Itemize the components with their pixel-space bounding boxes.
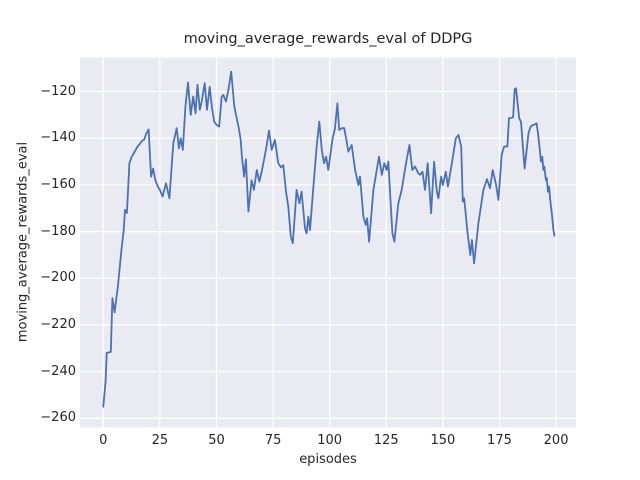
x-tick-label: 175	[487, 433, 512, 448]
y-tick-label: −120	[40, 83, 76, 99]
x-tick-label: 100	[317, 433, 343, 448]
x-axis-label: episodes	[299, 452, 357, 467]
reward-line	[102, 70, 556, 408]
y-tick-label: −220	[40, 317, 76, 333]
y-tick-label: −240	[40, 363, 76, 379]
x-tick-label: 125	[373, 433, 399, 448]
y-tick-label: −180	[40, 223, 76, 239]
x-tick-label: 25	[151, 433, 169, 448]
x-tick-label: 200	[543, 433, 569, 448]
y-axis-label: moving_average_rewards_eval	[15, 141, 31, 343]
plot-background	[80, 57, 576, 428]
x-tick-label: 150	[430, 433, 456, 448]
y-tick-label: −260	[40, 410, 76, 426]
y-tick-label: −140	[40, 130, 76, 146]
x-tick-label: 50	[208, 433, 225, 448]
y-tick-label: −160	[40, 176, 76, 192]
y-tick-label: −200	[40, 270, 76, 286]
x-tick-label: 0	[99, 433, 108, 448]
chart-title: moving_average_rewards_eval of DDPG	[183, 31, 473, 47]
x-tick-label: 75	[264, 433, 282, 448]
